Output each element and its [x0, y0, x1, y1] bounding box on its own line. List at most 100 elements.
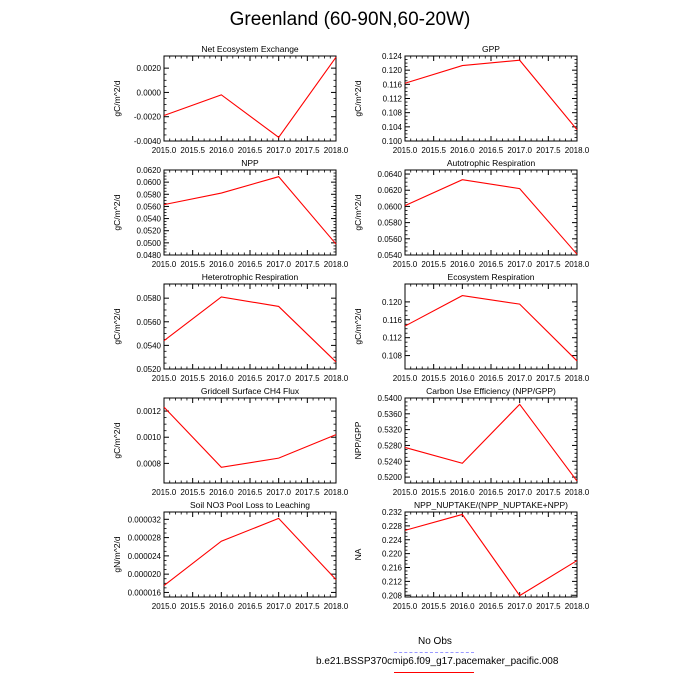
- x-tick-label: 2017.0: [266, 260, 291, 269]
- y-tick-label: 0.0620: [137, 166, 162, 175]
- y-tick-label: 0.0580: [378, 219, 403, 228]
- x-tick-label: 2015.5: [421, 260, 446, 269]
- y-tick-label: 0.5280: [378, 441, 403, 450]
- y-tick-label: 0.228: [382, 522, 403, 531]
- chart-panel: Autotrophic Respiration gC/m^2/d 0.0540 0.0…: [353, 158, 590, 269]
- chart-panel: NPP_NUPTAKE/(NPP_NUPTAKE+NPP) NA 0.208 0.21…: [353, 500, 590, 611]
- x-tick-label: 2016.5: [479, 374, 504, 383]
- y-tick-label: 0.5200: [378, 473, 403, 482]
- series-line: [163, 56, 337, 139]
- x-tick-label: 2017.0: [507, 374, 532, 383]
- y-tick-label: 0.000032: [128, 515, 162, 524]
- x-tick-label: 2018.0: [565, 488, 590, 497]
- x-tick-label: 2017.5: [295, 146, 320, 155]
- y-tick-label: 0.0600: [137, 178, 162, 187]
- y-axis-label: gC/m^2/d: [112, 422, 122, 458]
- y-axis-label: gC/m^2/d: [112, 194, 122, 230]
- x-tick-label: 2015.5: [180, 374, 205, 383]
- x-tick-label: 2016.5: [479, 146, 504, 155]
- x-tick-label: 2018.0: [324, 602, 349, 611]
- series-line: [163, 406, 337, 468]
- x-tick-label: 2017.5: [295, 602, 320, 611]
- x-tick-label: 2016.5: [238, 602, 263, 611]
- y-tick-label: 0.0640: [378, 170, 403, 179]
- y-tick-label: 0.0540: [378, 251, 403, 260]
- x-tick-label: 2017.5: [295, 374, 320, 383]
- y-tick-label: 0.5360: [378, 410, 403, 419]
- panel-title: Carbon Use Efficiency (NPP/GPP): [426, 386, 556, 396]
- chart-panel: Carbon Use Efficiency (NPP/GPP) NPP/GPP 0.…: [353, 386, 590, 497]
- x-tick-label: 2018.0: [565, 260, 590, 269]
- series-line: [163, 517, 337, 587]
- x-tick-label: 2016.5: [479, 260, 504, 269]
- y-tick-label: 0.124: [382, 52, 403, 61]
- x-tick-label: 2015.5: [180, 260, 205, 269]
- x-tick-label: 2018.0: [565, 602, 590, 611]
- legend-obs-label: No Obs: [418, 636, 452, 647]
- y-tick-label: 0.5240: [378, 457, 403, 466]
- x-tick-label: 2016.5: [238, 488, 263, 497]
- x-tick-label: 2015.0: [152, 260, 177, 269]
- x-tick-label: 2017.5: [536, 260, 561, 269]
- x-tick-label: 2018.0: [565, 374, 590, 383]
- x-tick-label: 2018.0: [324, 260, 349, 269]
- y-axis-label: gC/m^2/d: [112, 80, 122, 116]
- x-tick-label: 2015.5: [421, 602, 446, 611]
- x-tick-label: 2018.0: [324, 146, 349, 155]
- panel-title: NPP_NUPTAKE/(NPP_NUPTAKE+NPP): [414, 500, 568, 510]
- plot-frame: [163, 397, 337, 484]
- legend-model-line: [394, 672, 474, 673]
- x-tick-label: 2016.0: [209, 146, 234, 155]
- x-tick-label: 2015.0: [393, 488, 418, 497]
- y-axis-label: gN/m^2/d: [112, 536, 122, 572]
- y-tick-label: 0.108: [382, 109, 403, 118]
- chart-panel: Ecosystem Respiration gC/m^2/d 0.108 0.112 0…: [353, 272, 590, 383]
- x-tick-label: 2017.0: [266, 374, 291, 383]
- legend-obs-line: [394, 652, 474, 653]
- series-line: [163, 296, 337, 363]
- y-axis-label: gC/m^2/d: [353, 308, 363, 344]
- x-tick-label: 2017.0: [266, 602, 291, 611]
- chart-panel: GPP gC/m^2/d 0.100 0.104 0.108 0.112 0.116 0.12…: [353, 44, 590, 155]
- x-tick-label: 2017.5: [536, 602, 561, 611]
- panel-title: Gridcell Surface CH4 Flux: [201, 386, 300, 396]
- plot-frame: [163, 283, 337, 370]
- y-tick-label: 0.212: [382, 577, 403, 586]
- chart-panel: Net Ecosystem Exchange gC/m^2/d -0.0040 -0.…: [112, 44, 349, 155]
- series-line: [404, 295, 578, 362]
- y-tick-label: 0.116: [383, 80, 403, 89]
- y-tick-label: 0.000020: [128, 570, 162, 579]
- y-tick-label: 0.0000: [137, 88, 162, 97]
- x-tick-label: 2016.0: [209, 260, 234, 269]
- y-tick-label: 0.0010: [137, 433, 162, 442]
- y-tick-label: 0.208: [382, 591, 403, 600]
- x-tick-label: 2015.0: [152, 146, 177, 155]
- x-tick-label: 2016.5: [479, 602, 504, 611]
- page-title: Greenland (60-90N,60-20W): [229, 9, 471, 30]
- panel-title: Soil NO3 Pool Loss to Leaching: [190, 500, 310, 510]
- y-tick-label: 0.112: [383, 334, 403, 343]
- y-tick-label: 0.116: [383, 316, 403, 325]
- y-tick-label: 0.0520: [137, 365, 162, 374]
- legend-model-label: b.e21.BSSP370cmip6.f09_g17.pacemaker_pac…: [316, 656, 559, 667]
- x-tick-label: 2016.0: [450, 488, 475, 497]
- y-tick-label: 0.0520: [137, 227, 162, 236]
- y-tick-label: 0.220: [382, 550, 403, 559]
- series-line: [404, 403, 578, 482]
- y-tick-label: 0.5320: [378, 426, 403, 435]
- x-tick-label: 2017.5: [536, 488, 561, 497]
- y-tick-label: 0.000028: [128, 534, 162, 543]
- plot-frame: [404, 169, 578, 256]
- x-tick-label: 2015.0: [152, 374, 177, 383]
- panel-title: Net Ecosystem Exchange: [201, 44, 299, 54]
- plot-frame: [404, 397, 578, 484]
- x-tick-label: 2015.5: [180, 488, 205, 497]
- x-tick-label: 2017.0: [266, 146, 291, 155]
- y-tick-label: 0.0540: [137, 215, 162, 224]
- x-tick-label: 2017.5: [295, 260, 320, 269]
- plot-frame: [163, 169, 337, 256]
- y-tick-label: 0.0020: [137, 64, 162, 73]
- y-tick-label: 0.232: [382, 508, 403, 517]
- panel-title: Heterotrophic Respiration: [202, 272, 299, 282]
- x-tick-label: 2018.0: [565, 146, 590, 155]
